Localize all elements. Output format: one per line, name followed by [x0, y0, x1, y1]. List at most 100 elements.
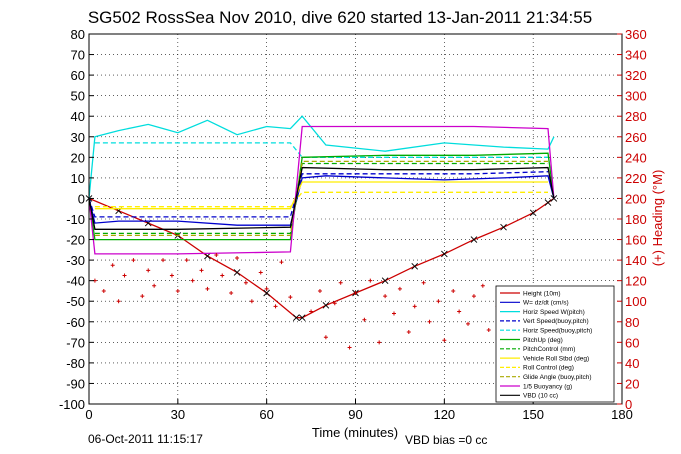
heading-point — [480, 283, 485, 288]
depth-marker — [441, 250, 448, 258]
series-line-5 — [88, 152, 555, 241]
y-right-tick-label: 120 — [625, 274, 647, 289]
heading-point — [199, 268, 204, 273]
series-line-10 — [88, 125, 555, 255]
heading-point — [397, 286, 402, 291]
y-tick-label: -90 — [66, 376, 85, 391]
legend-entry: Horiz Speed(buoy,pitch) — [523, 328, 592, 335]
heading-point — [412, 304, 417, 309]
legend-entry: VBD (10 cc) — [523, 393, 558, 400]
legend-entry: Vert Speed(buoy,pitch) — [523, 318, 589, 325]
x-tick-label: 150 — [522, 407, 544, 422]
y-right-tick-label: 340 — [625, 48, 647, 63]
heading-point — [214, 252, 219, 257]
y-right-tick-label: 300 — [625, 89, 647, 104]
y-right-tick-label: 160 — [625, 233, 647, 248]
heading-point — [421, 280, 426, 285]
chart-title: SG502 RossSea Nov 2010, dive 620 started… — [88, 8, 592, 27]
y-tick-label: -100 — [59, 397, 85, 412]
y-right-tick-label: 360 — [625, 27, 647, 42]
x-tick-label: 0 — [85, 407, 92, 422]
heading-point — [184, 258, 189, 263]
heading-point — [229, 291, 234, 295]
legend-entry: Roll Control (deg) — [523, 365, 574, 372]
y-axis-left: 80 70 60 50 40 30 20 10 0 -10 -20 -30 -40 -50 -60 -70 -8… — [59, 27, 94, 412]
heading-point — [205, 286, 210, 291]
x-axis-label: Time (minutes) — [312, 425, 398, 440]
y-right-tick-label: 320 — [625, 68, 647, 83]
y-right-tick-label: 240 — [625, 150, 647, 165]
y-right-tick-label: 140 — [625, 253, 647, 268]
depth-marker — [544, 199, 552, 206]
heading-point — [235, 256, 240, 261]
heading-point — [264, 286, 269, 291]
y-tick-label: -10 — [66, 212, 85, 227]
timestamp: 06-Oct-2011 11:15:17 — [88, 432, 203, 446]
y-tick-label: 10 — [71, 171, 85, 186]
legend-box — [495, 285, 615, 403]
depth-marker — [322, 302, 330, 309]
y-right-tick-label: 260 — [625, 130, 647, 145]
heading-point — [116, 299, 121, 304]
heading-point — [332, 301, 337, 306]
y-right-tick-label: 0 — [625, 397, 632, 412]
legend: Height (10m) W= dz/dt (cm/s) Horiz Speed W… — [495, 285, 615, 403]
heading-point — [273, 304, 278, 309]
depth-marker — [550, 195, 558, 202]
series-line-1 — [88, 175, 555, 226]
heading-point — [323, 335, 328, 340]
heading-point — [457, 309, 462, 314]
depth-marker — [411, 262, 419, 270]
x-tick-label: 120 — [433, 407, 455, 422]
heading-point — [353, 291, 358, 295]
series-line-4 — [94, 142, 548, 158]
y-tick-label: 60 — [71, 68, 85, 83]
y-tick-label: 50 — [71, 89, 85, 104]
y-tick-label: 20 — [71, 150, 85, 165]
legend-entry: Glide Angle (buoy,pitch) — [523, 374, 592, 381]
y-right-tick-label: 100 — [625, 294, 647, 309]
depth-marker — [298, 314, 306, 321]
heading-point — [152, 283, 157, 288]
heading-point — [317, 288, 322, 293]
y-axis-right-label: (+) Heading (°M) — [650, 170, 665, 267]
series-line-3 — [88, 171, 549, 218]
y-right-tick-label: 220 — [625, 171, 647, 186]
series-line-8 — [94, 191, 548, 208]
vbd-bias: VBD bias =0 cc — [405, 433, 487, 447]
y-tick-label: -30 — [66, 253, 85, 268]
y-tick-label: -50 — [66, 294, 85, 309]
heading-point — [220, 273, 225, 278]
y-right-tick-label: 20 — [625, 376, 639, 391]
heading-point — [451, 288, 456, 293]
heading-point — [110, 263, 115, 268]
heading-point — [338, 280, 343, 285]
legend-entry: Vehicle Roll Stbd (deg) — [523, 355, 589, 362]
heading-point — [486, 328, 491, 332]
heading-point — [442, 338, 447, 343]
legend-entry: PitchControl (mm) — [523, 346, 575, 353]
legend-entry: Horiz Speed W(pitch) — [523, 309, 585, 316]
legend-entry: PitchUp (deg) — [523, 337, 563, 344]
heading-point — [466, 321, 471, 326]
y-right-tick-label: 280 — [625, 109, 647, 124]
y-axis-right: 3603403203002802602402202001801601401201… — [617, 27, 647, 412]
heading-point — [243, 280, 248, 285]
y-tick-label: 30 — [71, 130, 85, 145]
depth-marker — [381, 277, 389, 284]
heading-point — [140, 294, 145, 299]
heading-point — [161, 258, 166, 263]
heading-point — [383, 294, 388, 299]
series-group — [85, 115, 558, 350]
y-tick-label: -80 — [66, 356, 85, 371]
y-tick-label: 70 — [71, 48, 85, 63]
heading-point — [471, 294, 476, 299]
series-line-11 — [88, 166, 555, 230]
heading-point — [309, 309, 314, 314]
y-tick-label: -20 — [66, 233, 85, 248]
heading-point — [391, 311, 396, 316]
depth-marker — [500, 223, 507, 231]
y-tick-label: 40 — [71, 109, 85, 124]
series-line-2 — [88, 115, 555, 199]
